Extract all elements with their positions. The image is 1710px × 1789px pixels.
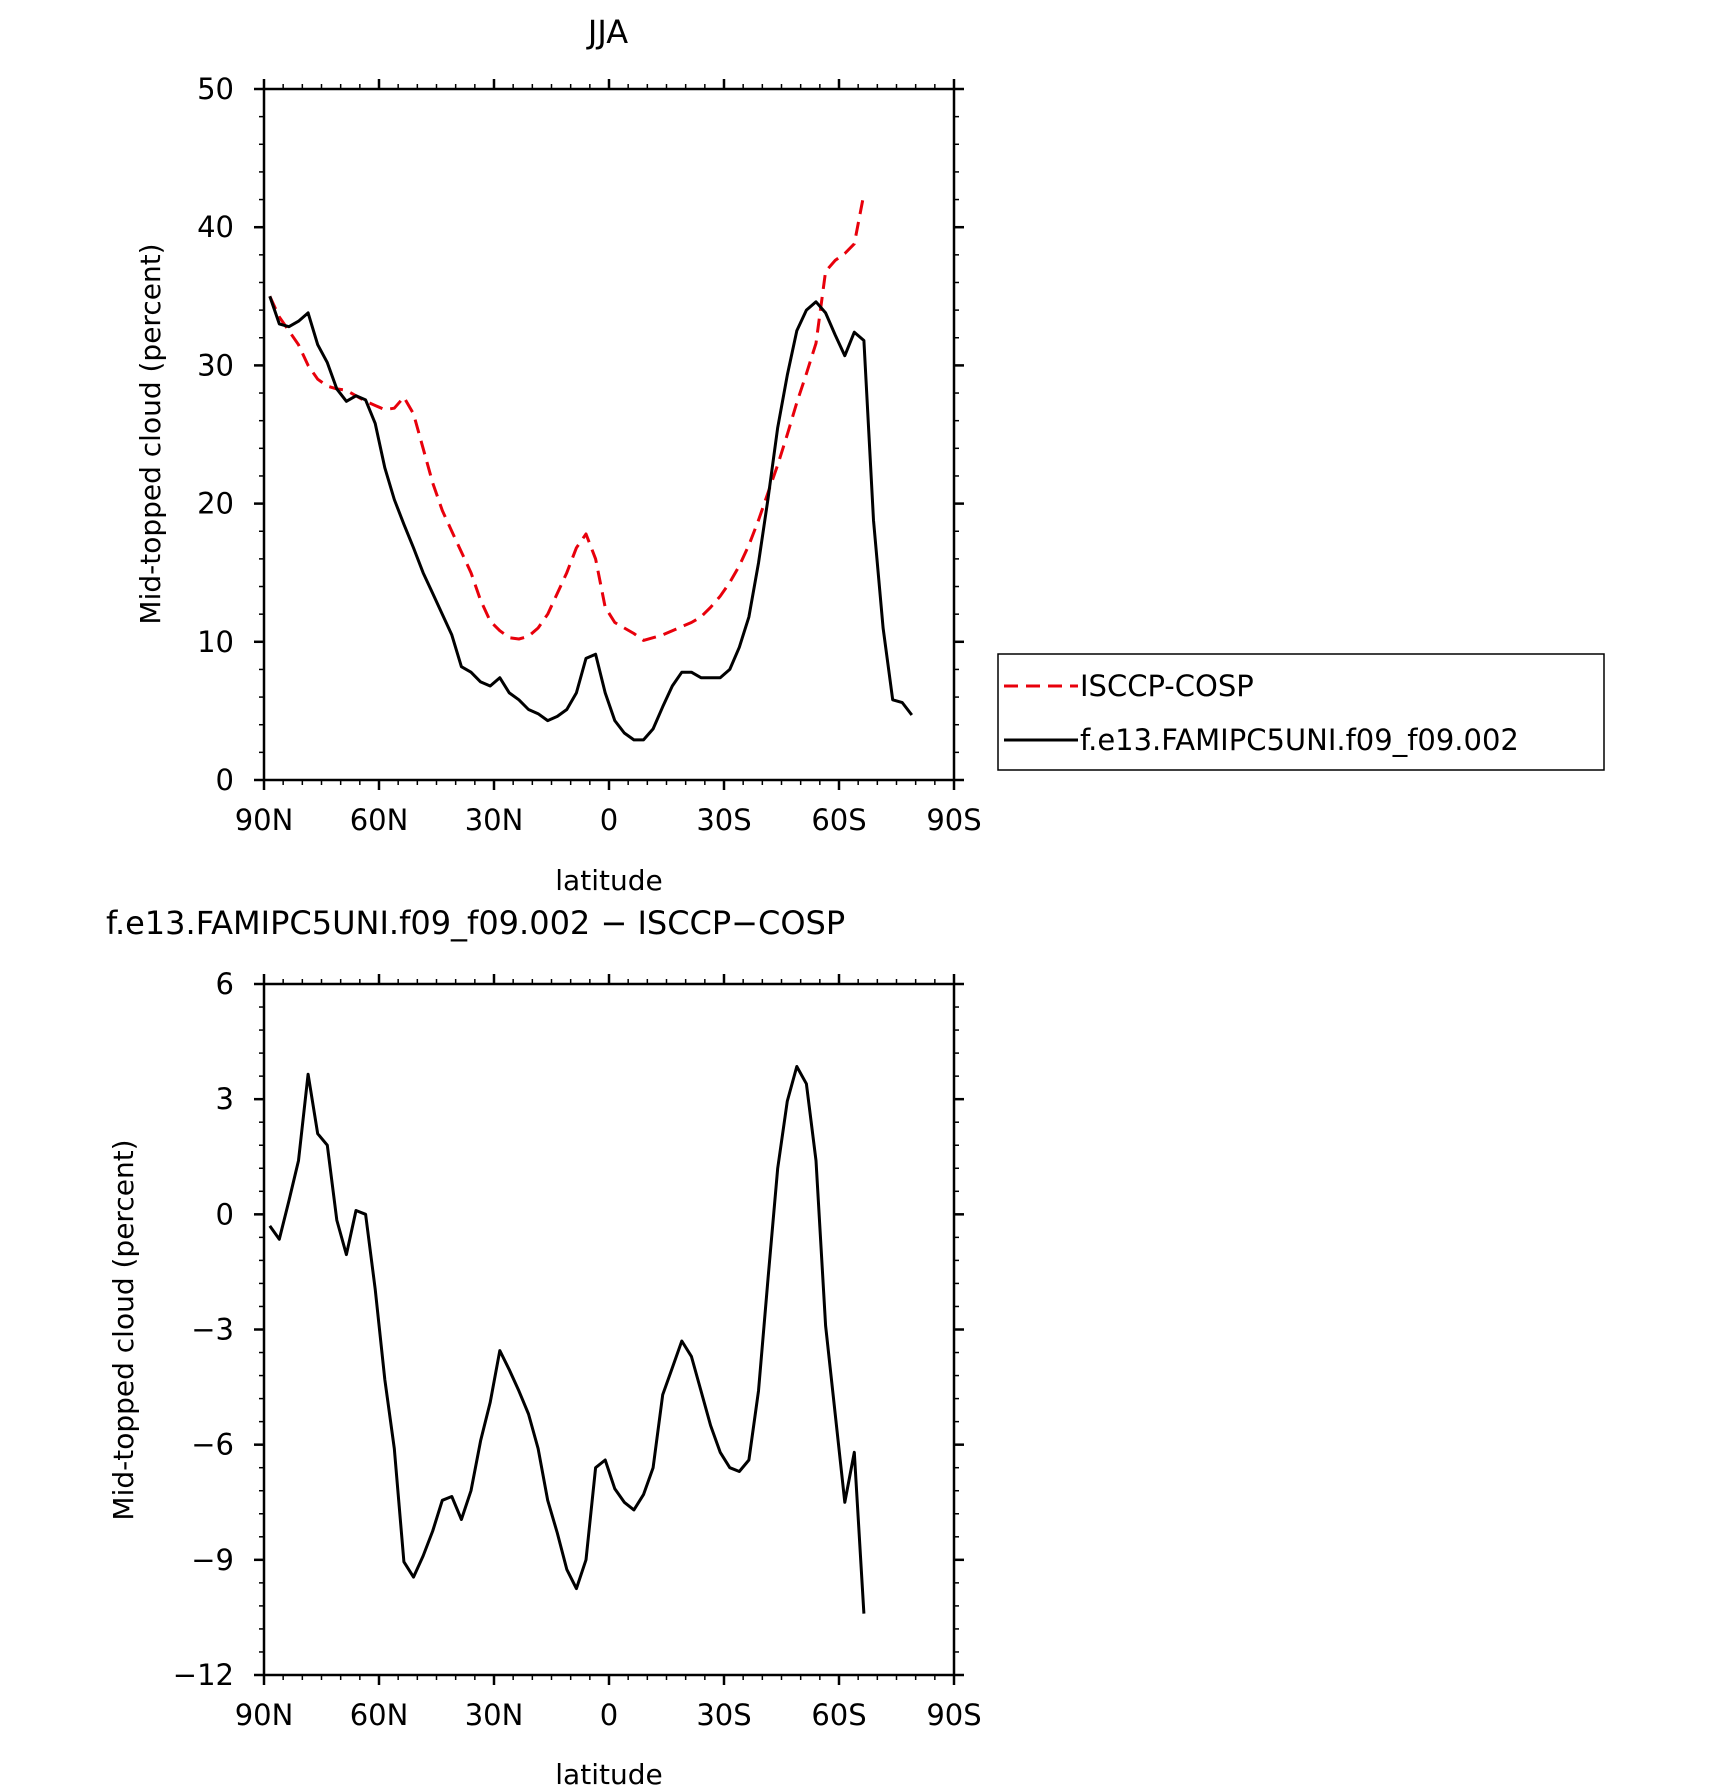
y-tick-label: −3: [191, 1313, 234, 1347]
legend-label-model: f.e13.FAMIPC5UNI.f09_f09.002: [1080, 723, 1519, 757]
top-series-lines: [268, 193, 913, 742]
y-tick-label: 0: [216, 763, 234, 797]
x-tick-label: 90N: [235, 1698, 294, 1732]
x-tick-label: 60S: [811, 1698, 866, 1732]
legend-label-isccp: ISCCP-COSP: [1080, 669, 1254, 703]
y-tick-label: −6: [191, 1428, 234, 1462]
top-plot-frame: [262, 87, 956, 782]
y-tick-label: 6: [216, 967, 234, 1001]
bottom-y-tick-labels: −12 −9 −6 −3 0 3 6: [173, 967, 234, 1692]
top-y-axis-title: Mid-topped cloud (percent): [134, 243, 167, 624]
top-y-tick-labels: 0 10 20 30 40 50: [197, 72, 234, 797]
x-tick-label: 30S: [696, 803, 751, 837]
legend-box: [997, 653, 1605, 771]
y-tick-label: 10: [197, 625, 234, 659]
top-x-axis-title: latitude: [555, 864, 662, 897]
bottom-x-tick-labels: 90N 60N 30N 0 30S 60S 90S: [235, 1698, 982, 1732]
series-line-difference: [268, 1065, 866, 1614]
top-chart-title: JJA: [586, 13, 628, 51]
y-tick-label: 30: [197, 348, 234, 382]
top-ticks: [254, 79, 964, 790]
x-tick-label: 90N: [235, 803, 294, 837]
x-tick-label: 30N: [465, 1698, 524, 1732]
x-tick-label: 60S: [811, 803, 866, 837]
x-tick-label: 90S: [926, 803, 981, 837]
x-tick-label: 90S: [926, 1698, 981, 1732]
legend: ISCCP-COSP f.e13.FAMIPC5UNI.f09_f09.002: [997, 653, 1605, 771]
bottom-x-axis-title: latitude: [555, 1758, 662, 1789]
x-tick-label: 0: [600, 803, 618, 837]
bottom-plot-frame: [262, 982, 956, 1677]
y-tick-label: −9: [191, 1543, 234, 1577]
y-tick-label: −12: [173, 1658, 234, 1692]
bottom-chart-title: f.e13.FAMIPC5UNI.f09_f09.002 − ISCCP−COS…: [106, 904, 845, 942]
x-tick-label: 0: [600, 1698, 618, 1732]
bottom-ticks: [254, 974, 964, 1685]
series-line-isccp-cosp: [268, 193, 866, 642]
y-tick-label: 0: [216, 1197, 234, 1231]
y-tick-label: 40: [197, 210, 234, 244]
y-tick-label: 50: [197, 72, 234, 106]
x-tick-label: 60N: [350, 803, 409, 837]
bottom-panel: f.e13.FAMIPC5UNI.f09_f09.002 − ISCCP−COS…: [106, 904, 982, 1789]
bottom-y-axis-title: Mid-topped cloud (percent): [107, 1139, 140, 1520]
bottom-series-lines: [268, 1065, 866, 1614]
y-tick-label: 3: [216, 1082, 234, 1116]
top-panel: JJA 90N 60N 30N 0 30S 60S 90S 0 10 20 30 40 50 lati…: [134, 13, 1605, 897]
x-tick-label: 60N: [350, 1698, 409, 1732]
x-tick-label: 30S: [696, 1698, 751, 1732]
y-tick-label: 20: [197, 487, 234, 521]
top-x-tick-labels: 90N 60N 30N 0 30S 60S 90S: [235, 803, 982, 837]
x-tick-label: 30N: [465, 803, 524, 837]
series-line-f-e13-famipc5uni-f09-f09-002: [268, 295, 913, 742]
